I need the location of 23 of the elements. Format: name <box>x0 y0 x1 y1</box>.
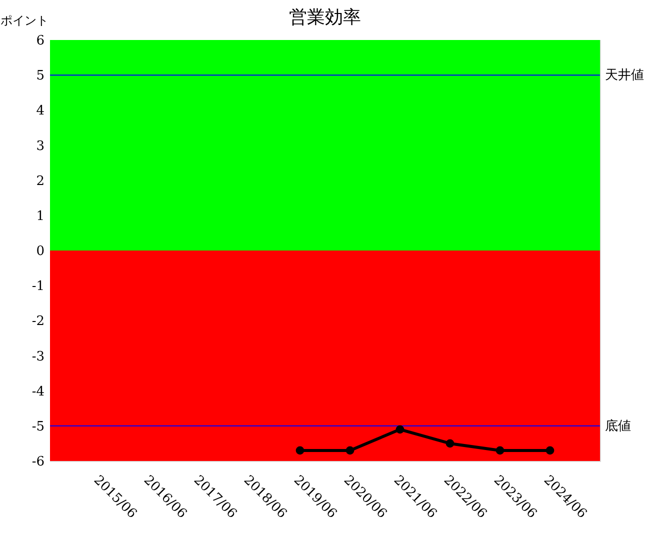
y-tick-label: 2 <box>36 174 44 189</box>
point <box>546 446 554 455</box>
y-tick-label: 0 <box>36 244 44 259</box>
point <box>396 425 404 434</box>
y-tick-label: -1 <box>32 279 44 294</box>
ref-line-label: 天井値 <box>605 68 644 84</box>
ref-line-label: 底値 <box>605 418 631 434</box>
point <box>446 439 454 448</box>
point <box>496 446 504 455</box>
point <box>346 446 354 455</box>
point <box>296 446 304 455</box>
chart-title: 営業効率 <box>289 7 361 28</box>
y-tick-label: 5 <box>36 68 44 84</box>
y-tick-label: -4 <box>32 384 44 400</box>
y-tick-label: -5 <box>32 419 44 434</box>
y-tick-label: 6 <box>36 34 44 48</box>
y-tick-label: -2 <box>32 314 44 330</box>
y-tick-label: -3 <box>32 349 44 364</box>
y-tick-label: 1 <box>36 208 44 224</box>
y-axis-title: ポイント <box>0 14 48 28</box>
y-tick-label: -6 <box>32 454 44 470</box>
y-tick-label: 4 <box>36 104 44 119</box>
y-tick-label: 3 <box>36 138 44 154</box>
